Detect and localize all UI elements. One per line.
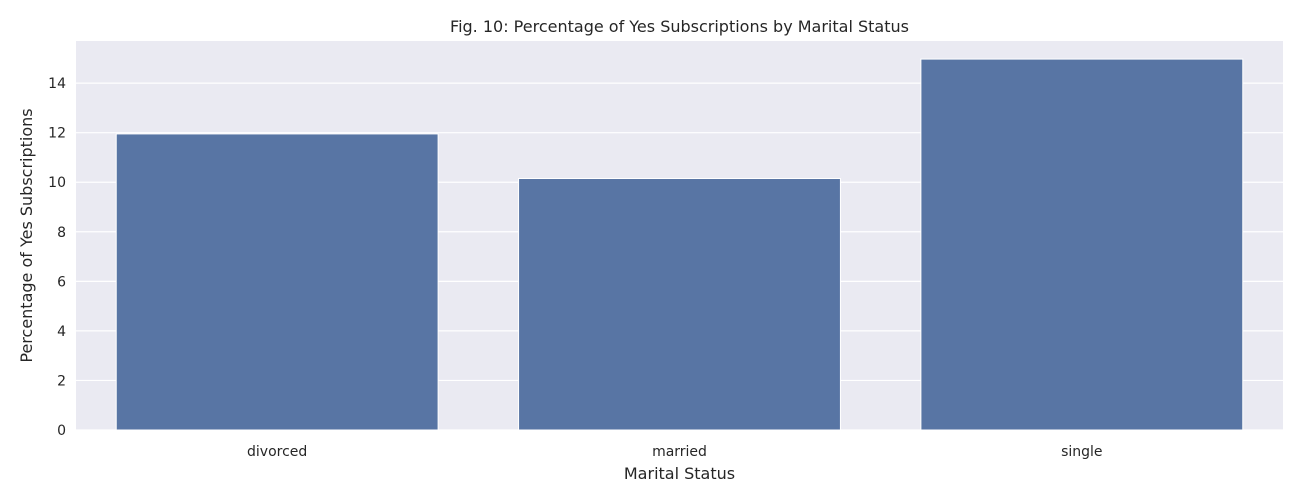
y-tick-label: 4 [57,324,66,340]
y-tick-label: 12 [48,126,66,142]
bar-single [920,58,1244,431]
bars [115,58,1244,431]
x-tick-label: single [1061,444,1102,460]
y-tick-label: 10 [48,175,66,191]
x-axis-label: Marital Status [624,464,735,483]
x-tick-label: married [652,444,707,460]
bar-divorced [115,133,439,431]
y-tick-label: 8 [57,225,66,241]
y-tick-label: 6 [57,274,66,290]
x-axis-ticks: divorced married single [247,444,1103,460]
y-axis-ticks: 0 2 4 6 8 10 12 14 [48,76,66,439]
chart-title: Fig. 10: Percentage of Yes Subscriptions… [450,17,909,36]
y-tick-label: 0 [57,423,66,439]
bar-married [518,178,841,431]
y-tick-label: 2 [57,373,66,389]
y-axis-label: Percentage of Yes Subscriptions [17,108,36,362]
x-tick-label: divorced [247,444,307,460]
y-tick-label: 14 [48,76,66,92]
